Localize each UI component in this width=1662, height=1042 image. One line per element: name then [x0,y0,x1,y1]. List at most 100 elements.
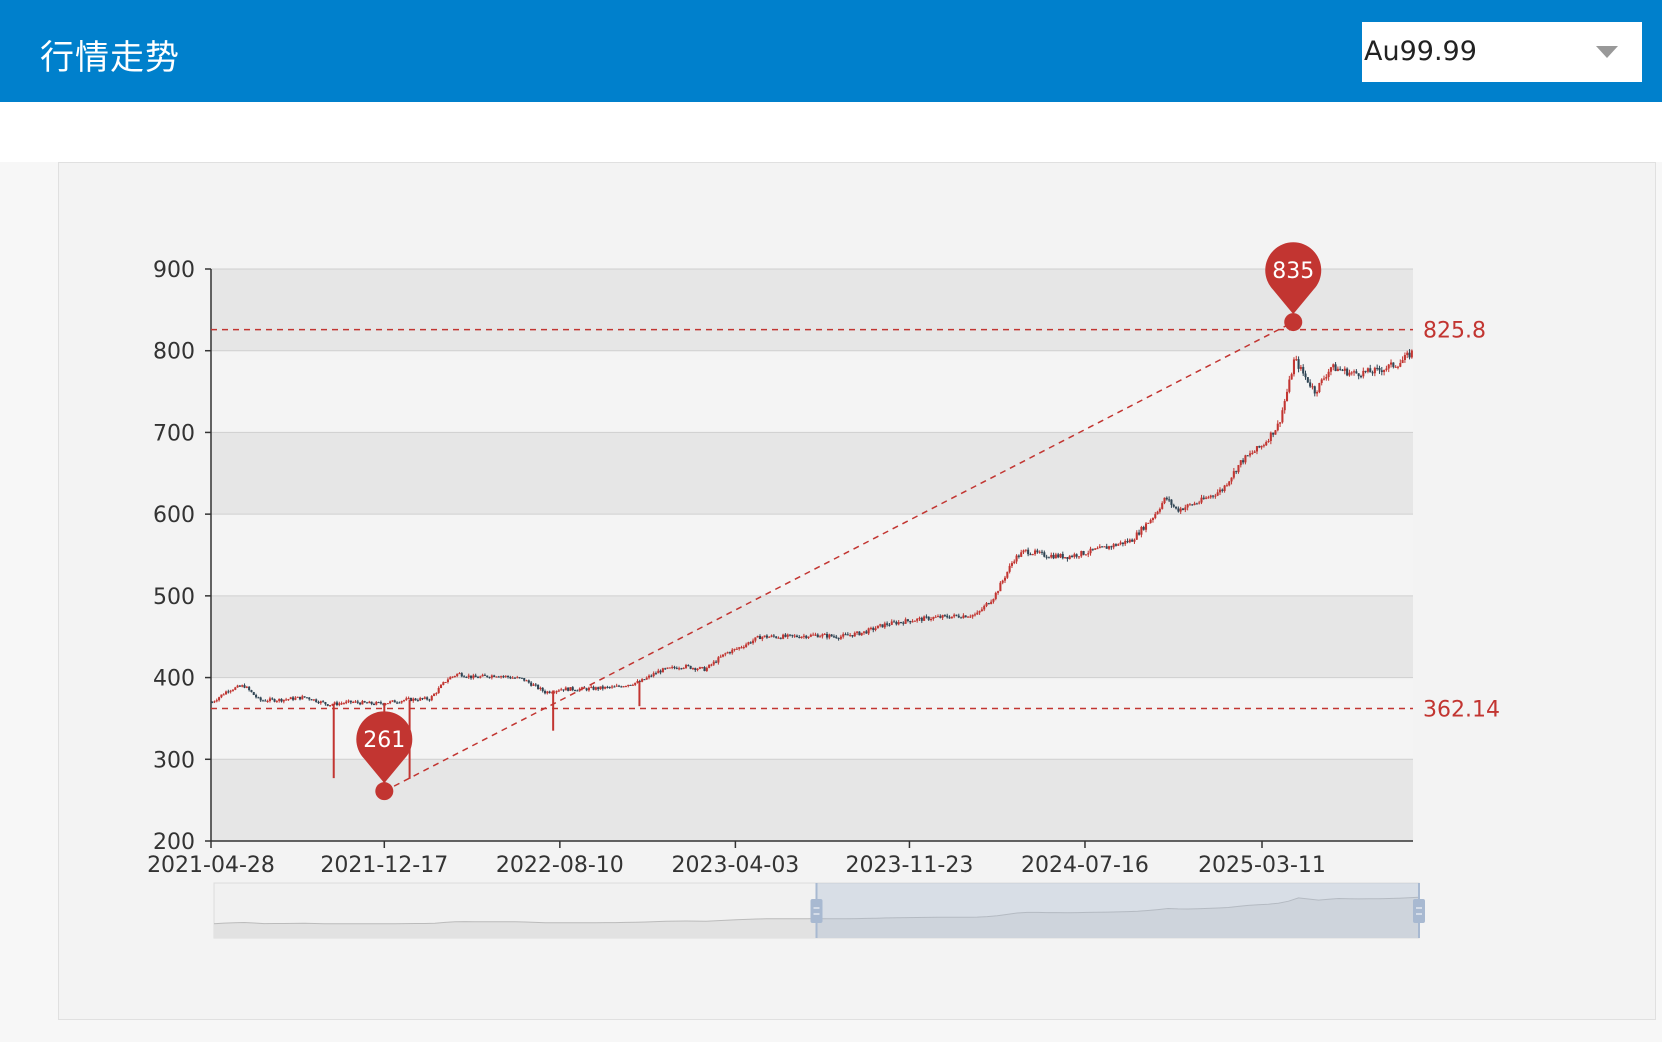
chart-annotations: 825.8 362.14 835 261 [211,242,1500,801]
candle-body [285,699,288,701]
candle-body [342,703,345,705]
candle-body [1390,362,1393,365]
candle-body [1094,548,1097,550]
candle-body [948,617,951,619]
candle-body [329,705,332,707]
candle-body [842,634,845,637]
candle-body [678,668,681,670]
grid-band [211,514,1413,596]
candle-body [1124,541,1127,545]
candle-body [1059,553,1062,558]
candle-body [1279,422,1282,424]
instrument-select[interactable]: Au99.99 [1362,22,1642,82]
candle-body [1077,556,1081,558]
candle-body [1114,544,1118,546]
candle-body [266,701,269,703]
candle-body [883,623,886,628]
candle-body [580,687,584,689]
candle-body [215,700,218,702]
candle-body [893,621,896,623]
candle-body [1350,372,1353,374]
candle-body [1001,580,1004,583]
candle-body [1147,522,1150,524]
candle-body [423,697,426,699]
candle-body [1036,550,1039,553]
candle-body [506,675,510,678]
candle-body [1309,382,1312,387]
candle-body [749,642,752,644]
candle-body [384,703,387,705]
candle-body [409,697,412,702]
candle-body [451,676,454,678]
candle-body [768,636,771,638]
candle-body [647,675,651,678]
candle-body [666,667,669,669]
candle-body [490,675,493,678]
candle-body [916,618,919,621]
candle-body [407,697,410,699]
candle-body [433,693,436,697]
candle-body [352,702,355,704]
candle-body [939,616,942,618]
zoom-handle-end-grip[interactable] [1413,899,1425,923]
candle-body [966,616,970,618]
candle-body [1170,499,1173,505]
candle-body [925,616,928,618]
candle-body [319,701,322,704]
candle-body [1175,506,1178,509]
mark-pin [356,711,413,784]
candle-body [1371,372,1374,374]
candle-body [973,614,977,616]
grid-band [211,269,1413,351]
candle-body [1403,355,1406,360]
candle-body [770,635,773,637]
candle-body [784,634,787,637]
candle-body [745,644,748,647]
candle-body [927,616,930,620]
candle-body [1285,391,1289,402]
candle-body [1369,368,1372,373]
candle-body [985,603,988,606]
candle-body [382,703,385,705]
candle-body [696,668,699,670]
zoom-handle-start-grip[interactable] [810,899,823,923]
candle-body [238,685,241,687]
candle-body [798,636,801,638]
candle-body [634,682,637,685]
candle-body [657,670,660,674]
candle-body [1399,363,1402,367]
candle-body [213,701,216,703]
candle-body [361,701,364,705]
candle-body [684,665,688,668]
page-title: 行情走势 [40,38,180,78]
candle-body [539,687,542,690]
chevron-down-icon[interactable] [1596,46,1618,58]
candle-body [1052,554,1055,559]
candle-body [620,686,623,688]
candle-body [476,677,480,679]
candle-body [1013,561,1016,564]
candle-body [1267,441,1270,443]
candle-body [1216,492,1219,496]
candle-body [234,687,237,690]
candle-body [918,617,921,619]
candle-body [298,696,302,700]
candle-body [615,685,618,687]
candle-body [710,664,713,666]
candle-body [1027,549,1030,555]
candle-body [587,687,590,691]
candle-body [867,628,870,634]
candle-body [305,697,308,699]
candle-body [486,675,489,678]
candle-body [960,617,963,619]
candle-body [715,661,718,663]
candle-body [611,686,614,688]
candle-body [301,696,304,700]
candle-body [340,703,343,705]
candle-body [227,691,230,693]
candle-body [645,677,648,680]
candle-body [1110,546,1113,548]
candle-body [1396,366,1400,368]
candle-body [310,699,313,701]
